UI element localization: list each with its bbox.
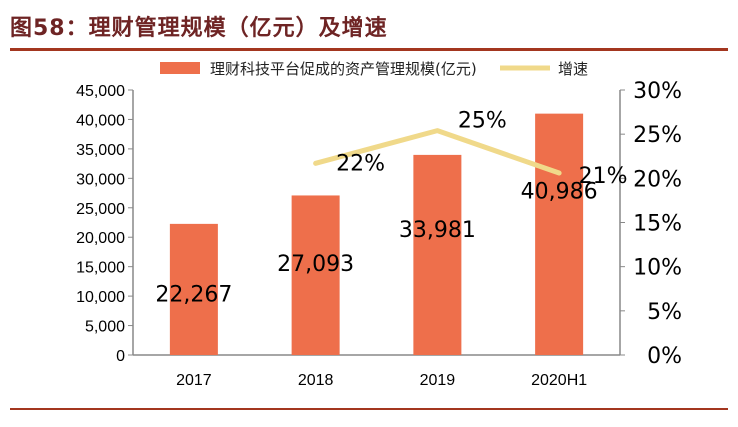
x-tick-label: 2019 <box>420 372 456 389</box>
right-tick-label: 15% <box>633 212 682 237</box>
left-tick-label: 40,000 <box>76 112 125 129</box>
bar-data-label: 27,093 <box>277 252 354 277</box>
bar-data-label: 40,986 <box>521 179 598 204</box>
left-tick-label: 5,000 <box>85 319 125 336</box>
title-rule <box>10 48 728 51</box>
right-tick-label: 5% <box>647 300 682 325</box>
left-tick-label: 20,000 <box>76 230 125 247</box>
right-tick-label: 30% <box>633 79 682 104</box>
bar-data-label: 33,981 <box>399 218 476 243</box>
line-data-label: 22% <box>336 151 385 176</box>
legend-bar-swatch <box>160 62 200 74</box>
left-tick-label: 25,000 <box>76 201 125 218</box>
bar-2019 <box>413 154 462 355</box>
left-tick-label: 10,000 <box>76 289 125 306</box>
line-data-label: 21% <box>579 164 628 189</box>
legend-bar-label: 理财科技平台促成的资产管理规模(亿元) <box>210 60 477 78</box>
left-tick-label: 0 <box>116 348 125 365</box>
bar-data-label: 22,267 <box>155 282 232 307</box>
bar-2020H1 <box>535 113 584 355</box>
left-tick-label: 45,000 <box>76 83 125 100</box>
right-tick-label: 0% <box>647 344 682 369</box>
left-tick-label: 35,000 <box>76 142 125 159</box>
right-tick-label: 10% <box>633 256 682 281</box>
bottom-rule <box>10 408 728 410</box>
growth-line <box>313 128 562 176</box>
bar-2017 <box>169 223 218 355</box>
line-data-label: 25% <box>458 109 507 134</box>
legend-line-label: 增速 <box>558 60 588 78</box>
left-tick-label: 30,000 <box>76 171 125 188</box>
x-tick-label: 2018 <box>298 372 334 389</box>
bar-2018 <box>291 195 340 355</box>
figure-title: 图58：理财管理规模（亿元）及增速 <box>10 16 388 41</box>
x-tick-label: 2017 <box>176 372 212 389</box>
x-tick-label: 2020H1 <box>531 372 587 389</box>
right-tick-label: 20% <box>633 167 682 192</box>
left-tick-label: 15,000 <box>76 260 125 277</box>
right-tick-label: 25% <box>633 123 682 148</box>
